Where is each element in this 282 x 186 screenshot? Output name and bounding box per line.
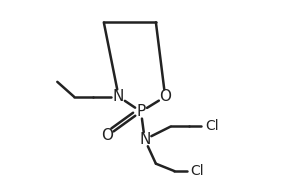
- Text: O: O: [102, 128, 114, 143]
- Text: Cl: Cl: [205, 119, 219, 134]
- Text: N: N: [139, 132, 150, 147]
- Text: O: O: [159, 89, 171, 104]
- Text: N: N: [113, 89, 124, 104]
- Text: P: P: [136, 104, 146, 119]
- Text: Cl: Cl: [190, 164, 204, 178]
